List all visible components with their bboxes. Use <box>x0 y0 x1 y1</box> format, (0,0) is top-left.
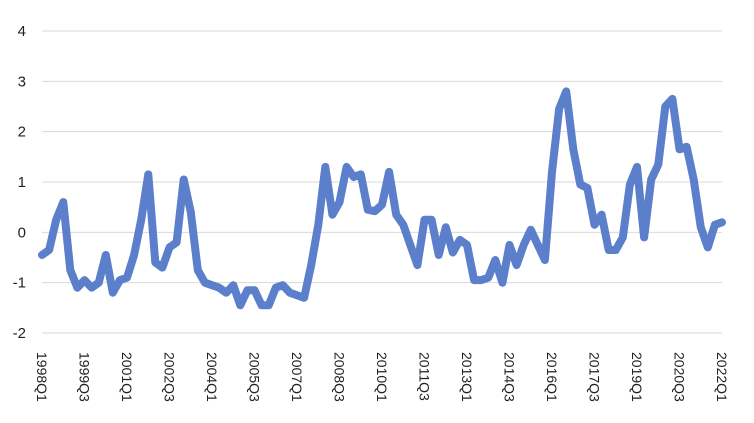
x-tick-label: 2020Q3 <box>672 352 688 402</box>
x-tick-label: 2013Q1 <box>459 352 475 402</box>
x-tick-label: 2019Q1 <box>629 352 645 402</box>
x-tick-label: 2007Q1 <box>289 352 305 402</box>
x-tick-label: 2022Q1 <box>714 352 730 402</box>
series-layer <box>38 87 726 310</box>
x-tick-label: 2016Q1 <box>544 352 560 402</box>
x-axis-tick-labels: 1998Q1 1999Q3 2001Q1 2002Q3 2004Q1 2005Q3 2007… <box>34 352 730 402</box>
x-tick-label: 1999Q3 <box>77 352 93 402</box>
y-tick-label: 3 <box>18 73 26 90</box>
y-tick-label: 0 <box>18 224 26 241</box>
y-tick-label: -1 <box>13 275 26 292</box>
x-tick-label: 2004Q1 <box>204 352 220 402</box>
x-tick-label: 2008Q3 <box>332 352 348 402</box>
x-tick-label: 2005Q3 <box>247 352 263 402</box>
y-axis-tick-labels: -2 -1 0 1 2 3 4 <box>13 23 26 342</box>
y-tick-label: -2 <box>13 325 26 342</box>
x-tick-label: 2011Q3 <box>417 352 433 401</box>
x-tick-label: 2002Q3 <box>162 352 178 402</box>
y-tick-label: 4 <box>18 23 26 40</box>
y-tick-label: 2 <box>18 124 26 141</box>
x-tick-label: 2017Q3 <box>587 352 603 402</box>
x-tick-label: 1998Q1 <box>34 352 50 402</box>
x-tick-label: 2001Q1 <box>119 352 135 402</box>
series-line-0 <box>38 87 726 310</box>
x-tick-label: 2010Q1 <box>374 352 390 402</box>
x-tick-label: 2014Q3 <box>502 352 518 402</box>
y-tick-label: 1 <box>18 174 26 191</box>
